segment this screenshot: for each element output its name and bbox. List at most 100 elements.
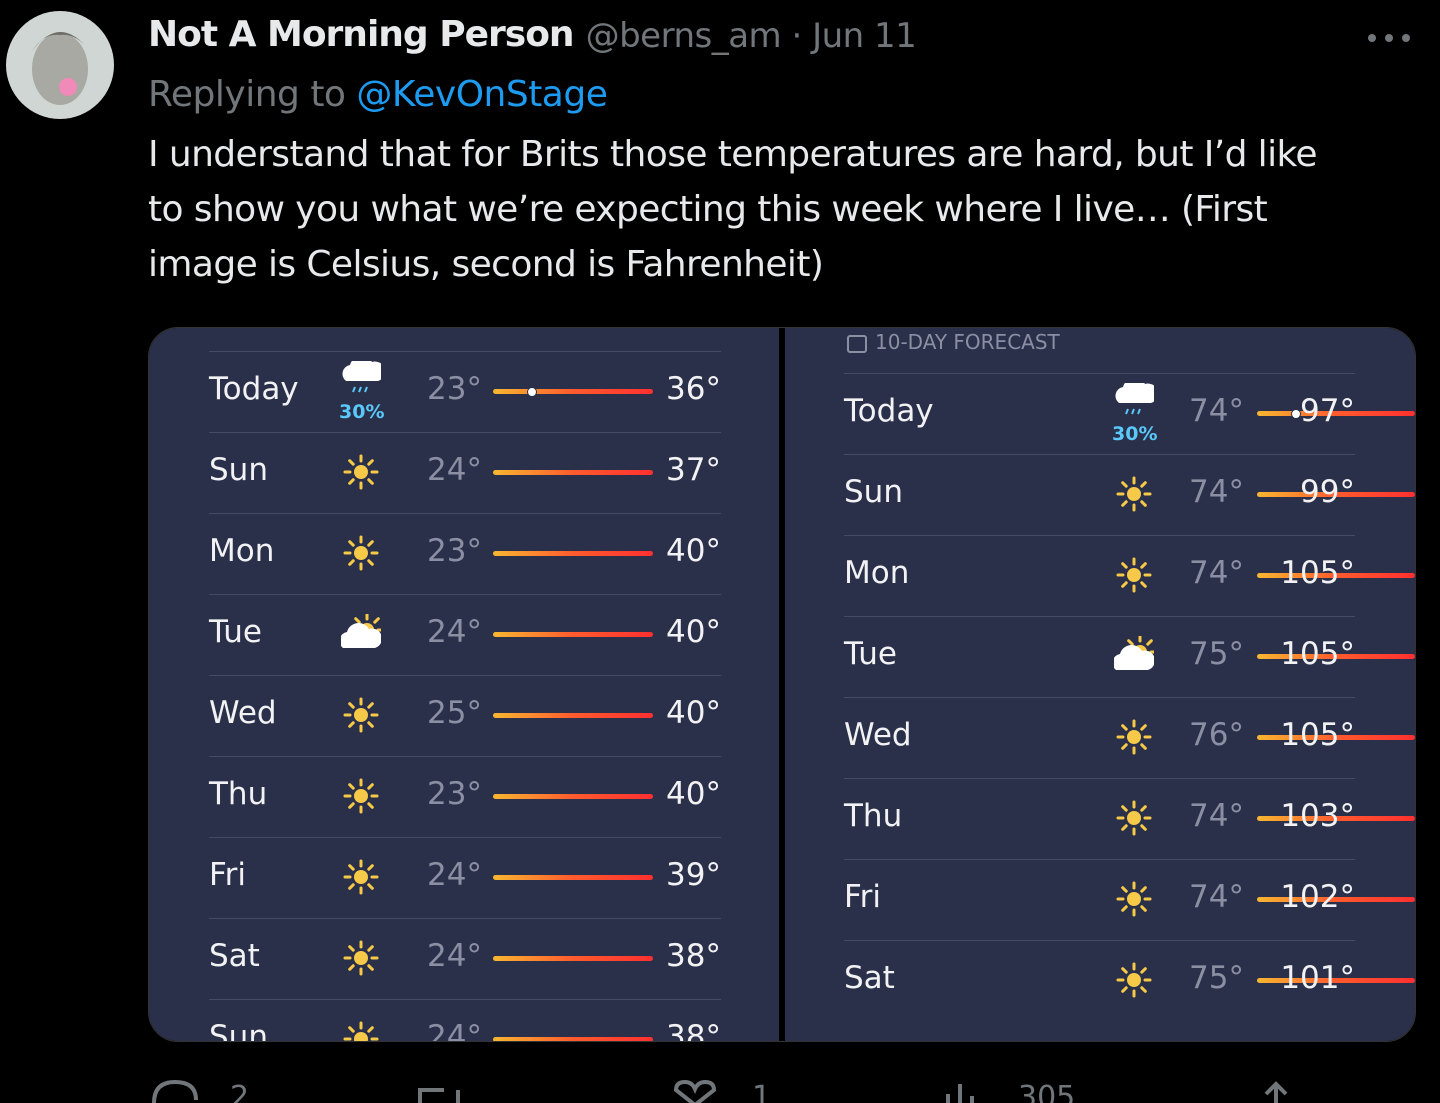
avatar[interactable]: [6, 11, 114, 119]
weather-icon: [1116, 881, 1152, 917]
high-temp: 37°: [666, 452, 721, 488]
temp-range-bar: [1257, 411, 1415, 416]
like-icon[interactable]: [670, 1080, 720, 1103]
high-temp: 40°: [666, 614, 721, 650]
day: Sun: [209, 452, 268, 488]
current-temp-dot: [527, 387, 537, 397]
day: Today: [209, 371, 299, 407]
row-separator: [844, 454, 1355, 455]
low-temp: 25°: [427, 695, 482, 731]
weather-icon: [343, 454, 379, 490]
weather-icon: [343, 535, 379, 571]
high-temp: 97°: [1300, 393, 1355, 429]
row-separator: [209, 432, 721, 433]
calendar-icon: [847, 335, 867, 353]
weather-icon: [343, 1021, 379, 1041]
more-button[interactable]: [1366, 30, 1412, 46]
temp-range-bar: [1257, 816, 1415, 821]
row-separator: [209, 594, 721, 595]
precipitation: 30%: [1112, 423, 1158, 445]
text-line: to show you what we’re expecting this we…: [148, 189, 1268, 230]
weather-icon: [343, 778, 379, 814]
high-temp: 40°: [666, 776, 721, 812]
day: Sun: [209, 1019, 268, 1041]
weather-icon: [1116, 962, 1152, 998]
reply-prefix: Replying to: [148, 74, 346, 115]
low-temp: 23°: [427, 533, 482, 569]
view-count: 305: [1018, 1080, 1076, 1103]
day: Sat: [844, 960, 895, 996]
day: Wed: [209, 695, 277, 731]
temp-range-bar: [493, 875, 653, 880]
temp-range-bar: [493, 713, 653, 718]
low-temp: 74°: [1189, 879, 1244, 915]
share-icon[interactable]: [1256, 1080, 1296, 1103]
row-separator: [209, 918, 721, 919]
row-separator: [844, 535, 1355, 536]
row-separator: [209, 513, 721, 514]
temp-range-bar: [1257, 897, 1415, 902]
high-temp: 99°: [1300, 474, 1355, 510]
forecast-image[interactable]: 10-DAY FORECAST Today 30% 74° 97° Sun 74° 99° Mo…: [785, 328, 1415, 1041]
low-temp: 23°: [427, 776, 482, 812]
weather-icon: [343, 859, 379, 895]
temp-range-bar: [493, 389, 653, 394]
day: Sat: [209, 938, 260, 974]
weather-icon: [341, 614, 381, 648]
row-separator: [844, 940, 1355, 941]
temp-range-bar: [1257, 492, 1415, 497]
temp-range-bar: [1257, 735, 1415, 740]
day: Mon: [844, 555, 910, 591]
temp-range-bar: [1257, 654, 1415, 659]
row-separator: [209, 756, 721, 757]
current-temp-dot: [1291, 409, 1301, 419]
day: Mon: [209, 533, 275, 569]
low-temp: 76°: [1189, 717, 1244, 753]
precipitation: 30%: [339, 401, 385, 423]
forecast-header: 10-DAY FORECAST: [875, 330, 1060, 354]
low-temp: 24°: [427, 614, 482, 650]
day: Fri: [209, 857, 246, 893]
reply-target[interactable]: @KevOnStage: [356, 74, 608, 115]
day: Wed: [844, 717, 912, 753]
row-separator: [844, 778, 1355, 779]
low-temp: 75°: [1189, 636, 1244, 672]
low-temp: 24°: [427, 452, 482, 488]
day: Today: [844, 393, 934, 429]
handle[interactable]: @berns_am: [585, 16, 782, 56]
high-temp: 105°: [1280, 555, 1355, 591]
temp-range-bar: [1257, 978, 1415, 983]
day: Fri: [844, 879, 881, 915]
media[interactable]: Today 30% 23° 36° Sun 24° 37° Mon 23° 40° Tue 24° 40…: [148, 327, 1416, 1042]
weather-icon: [1116, 476, 1152, 512]
day: Sun: [844, 474, 903, 510]
retweet-icon[interactable]: [414, 1082, 464, 1103]
author-name[interactable]: Not A Morning Person: [148, 14, 575, 55]
row-separator: [844, 616, 1355, 617]
views-icon[interactable]: [940, 1080, 980, 1103]
text-line: I understand that for Brits those temper…: [148, 134, 1318, 175]
high-temp: 105°: [1280, 636, 1355, 672]
weather-icon: [1114, 636, 1154, 670]
forecast-image[interactable]: Today 30% 23° 36° Sun 24° 37° Mon 23° 40° Tue 24° 40…: [149, 328, 779, 1041]
low-temp: 74°: [1189, 798, 1244, 834]
high-temp: 103°: [1280, 798, 1355, 834]
temp-range-bar: [1257, 573, 1415, 578]
separator: ·: [791, 16, 802, 56]
high-temp: 36°: [666, 371, 721, 407]
weather-icon: [342, 361, 381, 393]
weather-icon: [1116, 719, 1152, 755]
row-separator: [209, 351, 721, 352]
row-separator: [844, 697, 1355, 698]
temp-range-bar: [493, 551, 653, 556]
weather-icon: [343, 940, 379, 976]
reply-icon[interactable]: [150, 1078, 200, 1103]
low-temp: 75°: [1189, 960, 1244, 996]
high-temp: 40°: [666, 695, 721, 731]
high-temp: 101°: [1280, 960, 1355, 996]
high-temp: 38°: [666, 938, 721, 974]
date[interactable]: Jun 11: [812, 16, 917, 56]
row-separator: [209, 837, 721, 838]
row-separator: [844, 859, 1355, 860]
